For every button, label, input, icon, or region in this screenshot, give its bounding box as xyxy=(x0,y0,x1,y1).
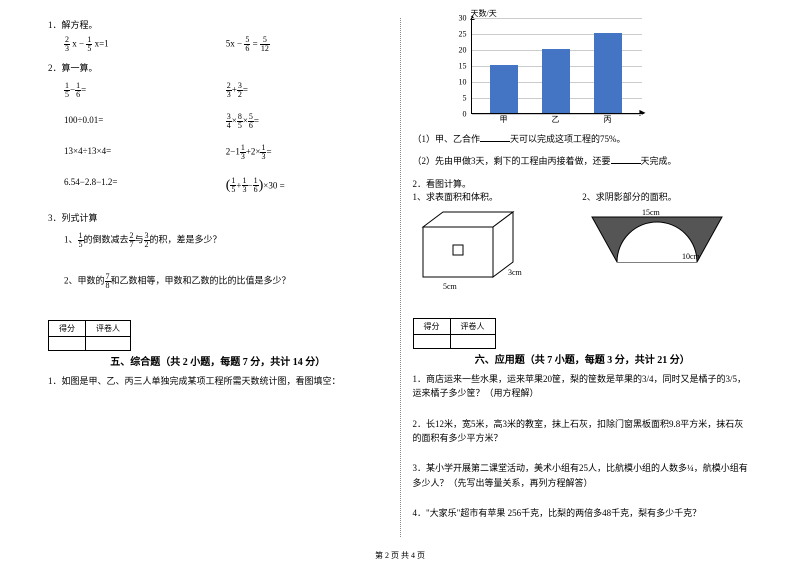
calc-r2b: 34×85×56= xyxy=(226,113,388,130)
grid-line xyxy=(472,18,642,19)
y-tick-label: 30 xyxy=(459,14,467,23)
q3-s2: 2、甲数的78和乙数相等，甲数和乙数的比的比值是多少？ xyxy=(48,273,388,290)
x-tick-label: 丙 xyxy=(594,114,622,125)
trap-top: 15cm xyxy=(642,208,661,217)
app-q4: 4．"大家乐"超市有苹果 256千克，比梨的两倍多48千克，梨有多少千克？ xyxy=(413,506,753,520)
app-q2: 2．长12米，宽5米，高3米的教室，抹上石灰，扣除门窗黑板面积9.8平方米，抹石… xyxy=(413,417,753,446)
app-q3: 3．某小学开展第二课堂活动，美术小组有25人，比航模小组的人数多¼，航模小组有多… xyxy=(413,461,753,490)
chart-bar xyxy=(594,33,622,113)
bar-chart: 天数/天 ▲ ▶ 051015202530甲乙丙 xyxy=(443,18,653,128)
q1-title: 解方程。 xyxy=(62,20,98,30)
q3-title: 列式计算 xyxy=(62,213,98,223)
q2-title: 算一算。 xyxy=(62,63,98,73)
trap-svg: 15cm 10cm xyxy=(582,207,732,277)
q1: 1．解方程。 23 x − 15 x=1 5x − 56 = 512 xyxy=(48,18,388,53)
chart-bar xyxy=(490,65,518,113)
calc-r3a: 13×4÷13×4= xyxy=(64,144,226,161)
page-footer: 第 2 页 共 4 页 xyxy=(0,550,800,561)
chart-bar xyxy=(542,49,570,113)
grader-label: 评卷人 xyxy=(86,320,131,336)
trap-bot: 10cm xyxy=(682,252,701,261)
q3: 3．列式计算 1、15的倒数减去27与32的积，差是多少？ 2、甲数的78和乙数… xyxy=(48,211,388,289)
y-tick-label: 10 xyxy=(459,78,467,87)
score-label: 得分 xyxy=(49,320,86,336)
calc-r1b: 23+32= xyxy=(226,82,388,99)
q3-s1: 1、15的倒数减去27与32的积，差是多少？ xyxy=(48,232,388,249)
x-tick-label: 乙 xyxy=(542,114,570,125)
blank-2[interactable] xyxy=(611,154,641,164)
calc-r4a: 6.54−2.8−1.2= xyxy=(64,175,226,197)
fill-2: （2）先由甲做3天，剩下的工程由丙接着做，还要天完成。 xyxy=(413,154,753,168)
q2r-s1: 1、求表面积和体积。 xyxy=(413,190,583,203)
y-tick-label: 15 xyxy=(459,62,467,71)
trapezoid-diagram: 15cm 10cm xyxy=(582,207,752,279)
y-tick-label: 5 xyxy=(463,94,467,103)
section-6-title: 六、应用题（共 7 小题，每题 3 分，共计 21 分） xyxy=(413,351,753,366)
grader-label-6: 评卷人 xyxy=(450,318,495,334)
fill-1: （1）甲、乙合作天可以完成这项工程的75%。 xyxy=(413,132,753,146)
score-table-6: 得分评卷人 xyxy=(413,318,496,349)
q2-num: 2． xyxy=(48,63,62,73)
right-column: 天数/天 ▲ ▶ 051015202530甲乙丙 （1）甲、乙合作天可以完成这项… xyxy=(405,18,761,537)
app-q1: 1．商店运来一些水果，运来苹果20筐，梨的筐数是苹果的3/4，同时又是橘子的3/… xyxy=(413,372,753,401)
arrow-right-icon: ▶ xyxy=(639,108,645,117)
y-tick-label: 0 xyxy=(463,110,467,119)
q2r: 2．看图计算。 xyxy=(413,177,753,190)
column-divider xyxy=(400,18,401,537)
score-label-6: 得分 xyxy=(413,318,450,334)
x-tick-label: 甲 xyxy=(490,114,518,125)
eq1b: 5x − 56 = 512 xyxy=(226,36,388,53)
score-table-5: 得分评卷人 xyxy=(48,320,131,351)
calc-r1a: 15−16= xyxy=(64,82,226,99)
eq1a: 23 x − 15 x=1 xyxy=(64,36,226,53)
y-tick-label: 25 xyxy=(459,30,467,39)
cuboid-svg: 5cm 3cm xyxy=(413,207,543,292)
cuboid-h: 3cm xyxy=(508,268,523,277)
cuboid-w: 5cm xyxy=(443,282,458,291)
calc-r3b: 2−113+2×13= xyxy=(226,144,388,161)
cuboid-diagram: 5cm 3cm xyxy=(413,207,583,294)
section-5-title: 五、综合题（共 2 小题，每题 7 分，共计 14 分） xyxy=(48,353,388,368)
calc-r4b: (15+13−16)×30 = xyxy=(226,175,388,197)
q1-num: 1． xyxy=(48,20,62,30)
blank-1[interactable] xyxy=(480,132,510,142)
left-column: 1．解方程。 23 x − 15 x=1 5x − 56 = 512 2．算一算… xyxy=(40,18,396,537)
q5-1: 1．如图是甲、乙、丙三人单独完成某项工程所需天数统计图，看图填空： xyxy=(48,374,388,388)
chart-area: ▲ ▶ 051015202530甲乙丙 xyxy=(471,18,641,114)
q2r-s2: 2、求阴影部分的面积。 xyxy=(582,190,752,203)
q3-num: 3． xyxy=(48,213,62,223)
q2: 2．算一算。 15−16= 23+32= 100÷0.01= 34×85×56=… xyxy=(48,61,388,197)
y-tick-label: 20 xyxy=(459,46,467,55)
calc-r2a: 100÷0.01= xyxy=(64,113,226,130)
